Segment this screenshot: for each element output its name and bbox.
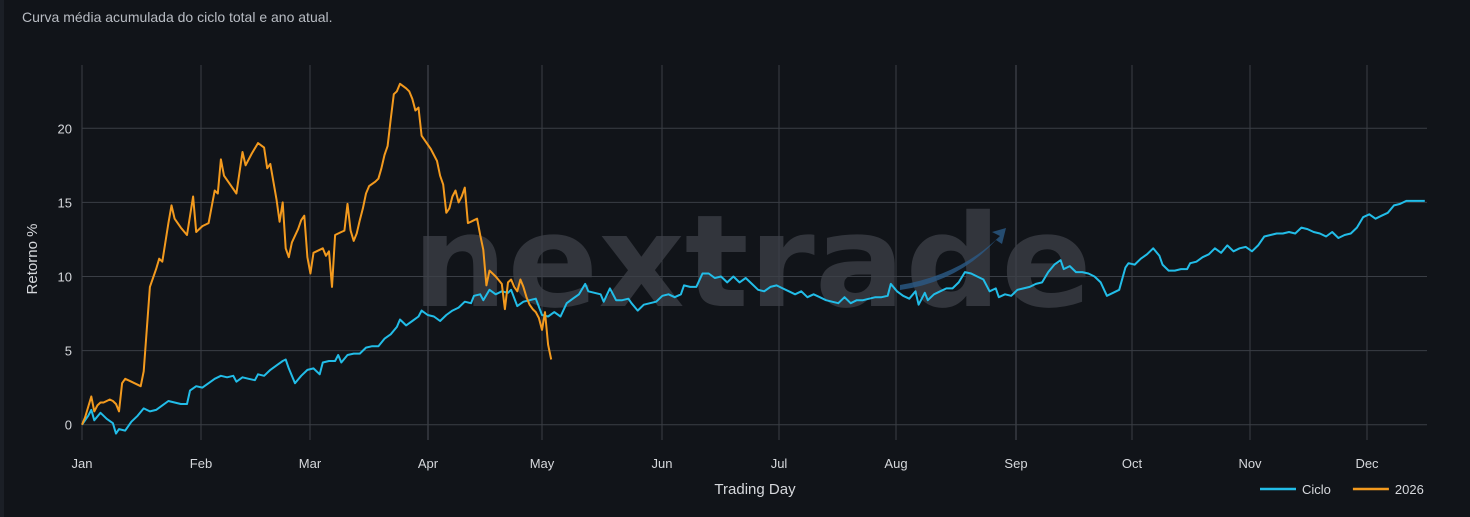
legend-label: Ciclo	[1302, 482, 1331, 497]
series-line-2026	[81, 82, 553, 426]
y-axis-ticks: 0 5 10 15 20	[58, 121, 72, 432]
legend-label: 2026	[1395, 482, 1424, 497]
y-tick-label: 15	[58, 195, 72, 210]
y-tick-label: 5	[65, 344, 72, 359]
x-tick-label: Dec	[1355, 456, 1379, 471]
x-tick-label: Oct	[1122, 456, 1143, 471]
series-line-ciclo	[81, 199, 1425, 435]
x-tick-label: Sep	[1004, 456, 1027, 471]
legend[interactable]: Ciclo 2026	[1260, 482, 1424, 497]
watermark: nextrade	[412, 188, 1092, 337]
x-tick-label: May	[530, 456, 555, 471]
x-tick-label: Apr	[418, 456, 439, 471]
series-layer	[81, 82, 1425, 435]
x-tick-label: Jun	[652, 456, 673, 471]
legend-item-ciclo[interactable]: Ciclo	[1260, 482, 1331, 497]
grid-layer	[81, 65, 1427, 440]
x-tick-label: Feb	[190, 456, 212, 471]
x-tick-label: Jan	[72, 456, 93, 471]
y-tick-label: 20	[58, 121, 72, 136]
x-tick-label: Aug	[884, 456, 907, 471]
left-edge-strip	[0, 0, 4, 517]
y-tick-label: 0	[65, 418, 72, 433]
x-axis-ticks: Jan Feb Mar Apr May Jun Jul Aug Sep Oct Nov Dec	[72, 456, 1380, 471]
y-axis-title: Retorno %	[24, 224, 41, 295]
x-tick-label: Nov	[1238, 456, 1262, 471]
watermark-text: nextrade	[412, 188, 1092, 337]
legend-item-2026[interactable]: 2026	[1352, 482, 1424, 497]
y-tick-label: 10	[58, 270, 72, 285]
x-tick-label: Mar	[299, 456, 322, 471]
watermark-arrow-icon	[900, 228, 1006, 290]
x-tick-label: Jul	[771, 456, 788, 471]
chart-subtitle: Curva média acumulada do ciclo total e a…	[22, 9, 333, 25]
x-axis-title: Trading Day	[714, 481, 796, 498]
